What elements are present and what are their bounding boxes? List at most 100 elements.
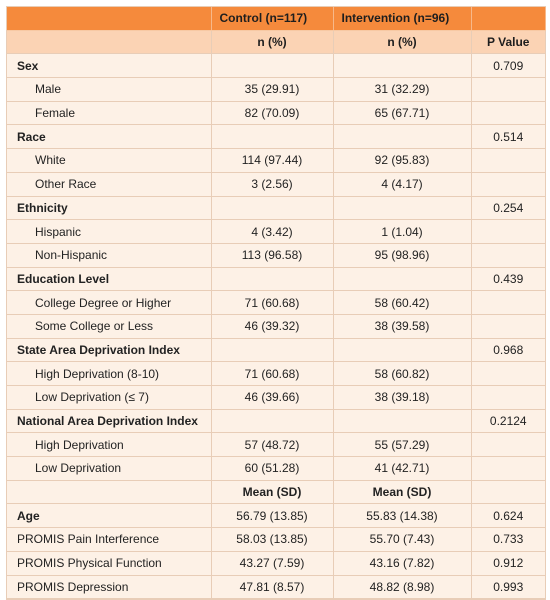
- control-value: 46 (39.66): [211, 385, 334, 410]
- table-row: Hispanic 4 (3.42) 1 (1.04): [7, 219, 545, 244]
- intervention-value: 65 (67.71): [333, 101, 472, 126]
- table-row: Low Deprivation (≤ 7) 46 (39.66) 38 (39.18…: [7, 385, 545, 410]
- row-label: PROMIS Pain Interference: [7, 527, 212, 552]
- intervention-value: 38 (39.58): [333, 314, 472, 339]
- header-control: Control (n=117): [211, 7, 334, 31]
- control-value: 4 (3.42): [211, 219, 334, 244]
- control-value: 71 (60.68): [211, 361, 334, 386]
- intervention-value: [333, 338, 472, 363]
- control-value: 56.79 (13.85): [211, 503, 334, 529]
- control-value: 71 (60.68): [211, 290, 334, 315]
- row-label: Some College or Less: [7, 314, 212, 339]
- intervention-value: [333, 124, 472, 150]
- p-value: [471, 172, 545, 197]
- table-row: Some College or Less 46 (39.32) 38 (39.58): [7, 314, 545, 339]
- control-value: [211, 53, 334, 79]
- section-row: Sex 0.709: [7, 53, 545, 79]
- header-pvalue-blank: [471, 7, 546, 31]
- row-label: PROMIS Depression: [7, 575, 212, 600]
- intervention-value: 55.70 (7.43): [333, 527, 472, 552]
- control-value: 43.27 (7.59): [211, 551, 334, 576]
- control-value: 60 (51.28): [211, 456, 334, 481]
- intervention-value: 1 (1.04): [333, 219, 472, 244]
- intervention-value: 58 (60.42): [333, 290, 472, 315]
- subheader-label-cell: [7, 30, 212, 55]
- table-row: High Deprivation 57 (48.72) 55 (57.29): [7, 432, 545, 458]
- section-row: State Area Deprivation Index 0.968: [7, 338, 545, 363]
- p-value: 0.514: [471, 124, 545, 150]
- control-value: 35 (29.91): [211, 77, 334, 102]
- p-value: [471, 243, 545, 268]
- p-value: [471, 432, 545, 458]
- row-label: Low Deprivation: [7, 456, 212, 481]
- intervention-value: [333, 409, 472, 434]
- p-value: [471, 77, 545, 102]
- control-value: 46 (39.32): [211, 314, 334, 339]
- p-value: 0.2124: [471, 409, 545, 434]
- control-value: [211, 338, 334, 363]
- control-value: 114 (97.44): [211, 148, 334, 173]
- intervention-value: 55.83 (14.38): [333, 503, 472, 529]
- demographics-table: Control (n=117) Intervention (n=96) n (%…: [7, 7, 546, 600]
- table-row: High Deprivation (8-10) 71 (60.68) 58 (60.…: [7, 361, 545, 386]
- control-value: 3 (2.56): [211, 172, 334, 197]
- section-row: Education Level 0.439: [7, 267, 545, 292]
- control-value: 82 (70.09): [211, 101, 334, 126]
- table-row: Low Deprivation 60 (51.28) 41 (42.71): [7, 456, 545, 481]
- subheader-row: n (%) n (%) P Value: [7, 30, 545, 55]
- subheader-intervention: n (%): [333, 30, 472, 55]
- control-value: 47.81 (8.57): [211, 575, 334, 600]
- row-label: Male: [7, 77, 212, 102]
- intervention-value: 38 (39.18): [333, 385, 472, 410]
- section-row: National Area Deprivation Index 0.2124: [7, 409, 545, 434]
- row-label: College Degree or Higher: [7, 290, 212, 315]
- row-label: [7, 480, 212, 505]
- section-row: Race 0.514: [7, 124, 545, 150]
- row-label: Non-Hispanic: [7, 243, 212, 268]
- p-value: 0.993: [471, 575, 545, 600]
- intervention-value: [333, 53, 472, 79]
- row-label: White: [7, 148, 212, 173]
- p-value: 0.439: [471, 267, 545, 292]
- section-row: Age 56.79 (13.85) 55.83 (14.38) 0.624: [7, 503, 545, 529]
- control-value: [211, 409, 334, 434]
- p-value: [471, 385, 545, 410]
- row-label: High Deprivation: [7, 432, 212, 458]
- intervention-value: Mean (SD): [333, 480, 472, 505]
- subheader-control: n (%): [211, 30, 334, 55]
- intervention-value: 41 (42.71): [333, 456, 472, 481]
- intervention-value: 31 (32.29): [333, 77, 472, 102]
- table-row: Female 82 (70.09) 65 (67.71): [7, 101, 545, 126]
- control-value: 58.03 (13.85): [211, 527, 334, 552]
- intervention-value: 55 (57.29): [333, 432, 472, 458]
- intervention-value: 95 (98.96): [333, 243, 472, 268]
- section-row: Ethnicity 0.254: [7, 196, 545, 221]
- control-value: 113 (96.58): [211, 243, 334, 268]
- p-value: [471, 480, 545, 505]
- row-label: PROMIS Physical Function: [7, 551, 212, 576]
- control-value: 57 (48.72): [211, 432, 334, 458]
- section-label: Education Level: [7, 267, 212, 292]
- header-label-cell: [7, 7, 212, 31]
- row-label: High Deprivation (8-10): [7, 361, 212, 386]
- intervention-value: 48.82 (8.98): [333, 575, 472, 600]
- p-value: [471, 148, 545, 173]
- table-row: PROMIS Physical Function 43.27 (7.59) 43.1…: [7, 551, 545, 576]
- header-intervention: Intervention (n=96): [333, 7, 472, 31]
- row-label: Hispanic: [7, 219, 212, 244]
- table-row: Non-Hispanic 113 (96.58) 95 (98.96): [7, 243, 545, 268]
- p-value: [471, 101, 545, 126]
- intervention-value: 92 (95.83): [333, 148, 472, 173]
- p-value: [471, 314, 545, 339]
- subheader-pvalue: P Value: [471, 30, 545, 55]
- p-value: 0.254: [471, 196, 545, 221]
- p-value: 0.912: [471, 551, 545, 576]
- demographics-table-container: Control (n=117) Intervention (n=96) n (%…: [6, 6, 546, 600]
- p-value: [471, 219, 545, 244]
- table-row: PROMIS Pain Interference 58.03 (13.85) 55.…: [7, 527, 545, 552]
- intervention-value: 58 (60.82): [333, 361, 472, 386]
- section-label: National Area Deprivation Index: [7, 409, 212, 434]
- section-label: Ethnicity: [7, 196, 212, 221]
- intervention-value: 43.16 (7.82): [333, 551, 472, 576]
- table-row: White 114 (97.44) 92 (95.83): [7, 148, 545, 173]
